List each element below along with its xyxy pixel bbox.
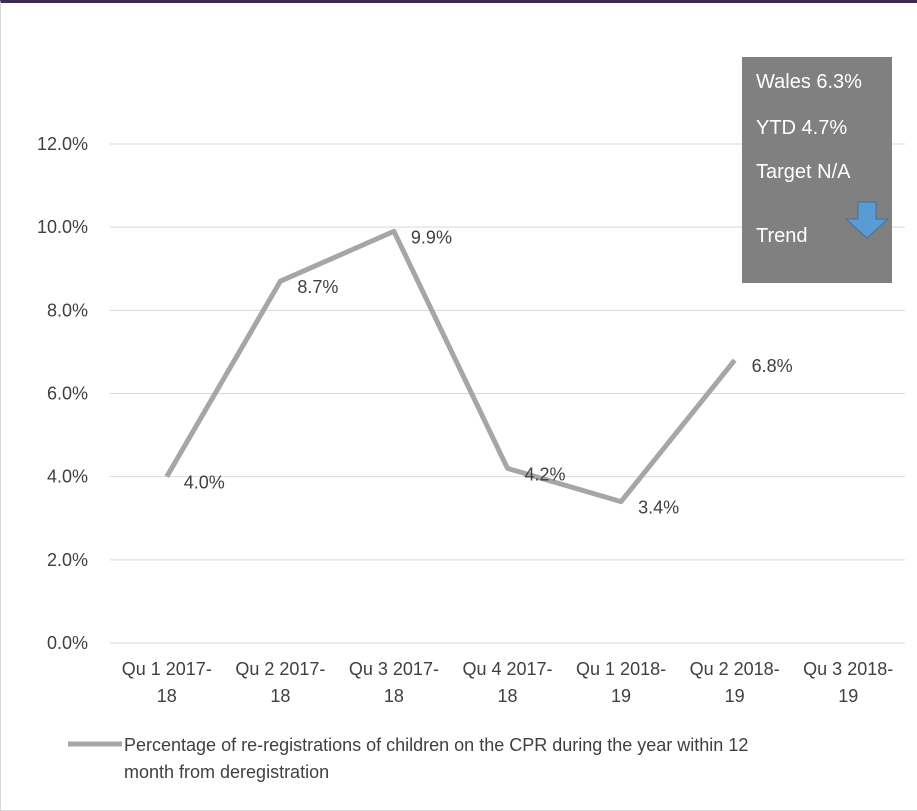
- x-tick-label: 18: [497, 686, 517, 706]
- x-tick-label: 19: [611, 686, 631, 706]
- series-group: [164, 228, 737, 505]
- x-tick-label: Qu 2 2018-: [690, 659, 780, 679]
- x-tick-label: 18: [270, 686, 290, 706]
- x-tick-label: Qu 2 2017-: [235, 659, 325, 679]
- y-tick-label: 4.0%: [47, 467, 88, 487]
- legend-label-line-2: month from deregistration: [124, 762, 329, 782]
- x-tick-label: 19: [838, 686, 858, 706]
- info-trend: Trend: [756, 225, 808, 247]
- x-tick-label: 19: [725, 686, 745, 706]
- data-label: 8.7%: [297, 277, 338, 297]
- info-box: Wales 6.3% YTD 4.7% Target N/A Trend: [742, 57, 892, 283]
- y-tick-label: 8.0%: [47, 300, 88, 320]
- info-target: Target N/A: [756, 161, 851, 183]
- y-tick-label: 2.0%: [47, 550, 88, 570]
- gridlines: [110, 143, 905, 644]
- arrow-down-icon: [844, 201, 890, 239]
- x-tick-label: Qu 1 2018-: [576, 659, 666, 679]
- data-label: 4.0%: [184, 473, 225, 493]
- x-tick-label: 18: [157, 686, 177, 706]
- x-tick-label: Qu 1 2017-: [122, 659, 212, 679]
- x-tick-label: Qu 4 2017-: [462, 659, 552, 679]
- y-axis: 0.0% 2.0% 4.0% 6.0% 8.0% 10.0% 12.0%: [37, 134, 88, 653]
- data-labels: 4.0% 8.7% 9.9% 4.2% 3.4% 6.8%: [184, 227, 793, 517]
- x-tick-label: 18: [384, 686, 404, 706]
- info-wales: Wales 6.3%: [756, 71, 862, 93]
- data-label: 6.8%: [752, 356, 793, 376]
- legend-label-line-1: Percentage of re-registrations of childr…: [124, 735, 748, 755]
- y-tick-label: 0.0%: [47, 633, 88, 653]
- data-label: 3.4%: [638, 498, 679, 518]
- series-line: [164, 228, 737, 505]
- x-axis: Qu 1 2017- 18 Qu 2 2017- 18 Qu 3 2017- 18 Qu 4…: [122, 659, 893, 706]
- info-box-background: [742, 57, 892, 283]
- y-tick-label: 12.0%: [37, 134, 88, 154]
- data-label: 9.9%: [411, 227, 452, 247]
- data-label: 4.2%: [525, 464, 566, 484]
- legend: Percentage of re-registrations of childr…: [68, 735, 748, 782]
- x-tick-label: Qu 3 2018-: [803, 659, 893, 679]
- x-tick-label: Qu 3 2017-: [349, 659, 439, 679]
- info-ytd: YTD 4.7%: [756, 117, 847, 139]
- y-tick-label: 10.0%: [37, 217, 88, 237]
- y-tick-label: 6.0%: [47, 384, 88, 404]
